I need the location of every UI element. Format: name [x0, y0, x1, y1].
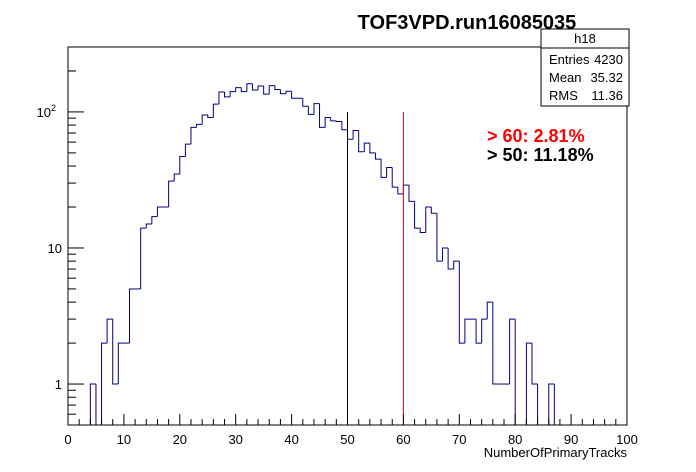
histogram-bin — [229, 91, 236, 97]
histogram-bin — [419, 228, 426, 233]
histogram-bin — [352, 130, 359, 140]
histogram-bin — [224, 92, 231, 98]
histogram-bin — [240, 87, 247, 93]
histogram-bin — [486, 301, 493, 320]
histogram-bin — [268, 85, 275, 95]
stats-entries-value: 4230 — [594, 52, 623, 67]
x-tick-label: 90 — [564, 432, 578, 447]
histogram-bin — [380, 159, 387, 178]
histogram-bin — [128, 288, 136, 344]
histogram-bin — [458, 261, 465, 344]
histogram-bin — [492, 302, 499, 385]
histogram-bin — [173, 173, 180, 182]
stats-mean-label: Mean — [549, 70, 582, 85]
x-axis: 0 10 20 30 40 50 60 70 80 90 100 — [64, 414, 638, 447]
histogram-bin — [106, 318, 113, 344]
histogram-bin — [363, 142, 370, 152]
histogram-bin — [464, 318, 471, 344]
histogram-bin — [475, 319, 482, 344]
histogram-bin — [548, 383, 555, 425]
x-tick-label: 80 — [508, 432, 522, 447]
histogram-bin — [285, 90, 292, 94]
histogram-bin — [101, 342, 108, 425]
stats-box-frame — [540, 28, 630, 107]
histogram-bin — [274, 85, 281, 91]
histogram-bin — [207, 114, 214, 118]
histogram-bin — [235, 87, 242, 92]
histogram-bin — [263, 86, 270, 95]
stats-box-name: h18 — [574, 31, 596, 46]
marker-layer — [347, 111, 404, 425]
x-tick-label: 60 — [396, 432, 410, 447]
histogram-bin — [196, 123, 203, 128]
histogram-bin — [374, 152, 382, 160]
histogram-bin — [302, 98, 309, 107]
x-tick-label: 100 — [616, 432, 638, 447]
histogram-bin — [425, 206, 432, 233]
x-tick-label: 70 — [452, 432, 466, 447]
histogram-bin — [414, 201, 421, 229]
histogram-bin — [358, 130, 365, 153]
annotation-above-50: > 50: 11.18% — [487, 145, 594, 165]
stats-mean-value: 35.32 — [590, 70, 623, 85]
histogram-bin — [525, 342, 532, 425]
histogram-bin — [324, 116, 331, 128]
chart-title: TOF3VPD.run16085035 — [358, 12, 577, 34]
stats-rms-label: RMS — [549, 88, 578, 103]
histogram-bin — [168, 180, 175, 208]
histogram-bin — [335, 120, 342, 123]
histogram-bin — [251, 83, 259, 91]
x-axis-label: NumberOfPrimaryTracks — [484, 445, 628, 460]
histogram-bin — [291, 91, 298, 99]
histogram-bin — [117, 342, 124, 385]
histogram-bin — [447, 247, 454, 270]
histogram-bin — [453, 260, 460, 270]
histogram-bin — [442, 247, 449, 262]
stats-rms-value: 11.36 — [591, 88, 623, 103]
histogram-bin — [341, 121, 348, 131]
histogram-bin — [408, 185, 415, 202]
histogram-bin — [430, 207, 437, 214]
histogram-bin — [190, 126, 197, 145]
histogram-bin — [386, 167, 393, 178]
histogram-bin — [436, 213, 443, 262]
histogram-bin — [246, 83, 253, 92]
histogram-bin — [179, 156, 186, 174]
x-tick-label: 50 — [340, 432, 354, 447]
histogram-bin — [313, 103, 320, 115]
histogram-bin — [369, 143, 376, 154]
histogram-bin — [89, 383, 96, 425]
stats-entries-label: Entries — [549, 52, 590, 67]
histogram-bin — [151, 216, 158, 225]
histogram-bin — [531, 343, 538, 385]
x-tick-label: 30 — [228, 432, 242, 447]
histogram-bin — [156, 206, 164, 217]
histogram-bin — [319, 103, 326, 128]
y-tick-label: 1 — [55, 377, 62, 392]
x-tick-label: 0 — [64, 432, 71, 447]
histogram-bin — [145, 223, 152, 229]
histogram-bin — [397, 187, 404, 195]
y-tick-label: 10 — [48, 241, 62, 256]
histogram-bin — [201, 114, 208, 125]
histogram-bin — [509, 318, 516, 385]
histogram-bin — [330, 117, 337, 122]
x-tick-label: 40 — [284, 432, 298, 447]
histogram-bin — [279, 89, 287, 95]
x-tick-label: 10 — [117, 432, 131, 447]
histogram-bin — [307, 106, 314, 115]
stats-box: h18 Entries 4230 Mean 35.32 RMS 11.36 — [540, 28, 630, 107]
histogram-bin — [140, 227, 147, 289]
histogram-bin — [112, 319, 119, 385]
histogram-bin — [391, 167, 398, 188]
histogram-bin — [481, 318, 488, 344]
x-tick-label: 20 — [173, 432, 187, 447]
histogram-bin — [257, 85, 264, 90]
annotation-above-60: > 60: 2.81% — [487, 126, 585, 146]
histogram-bin — [184, 143, 191, 157]
histogram-bin — [212, 103, 219, 118]
histogram-layer — [84, 83, 555, 426]
histogram-bin — [218, 91, 225, 105]
